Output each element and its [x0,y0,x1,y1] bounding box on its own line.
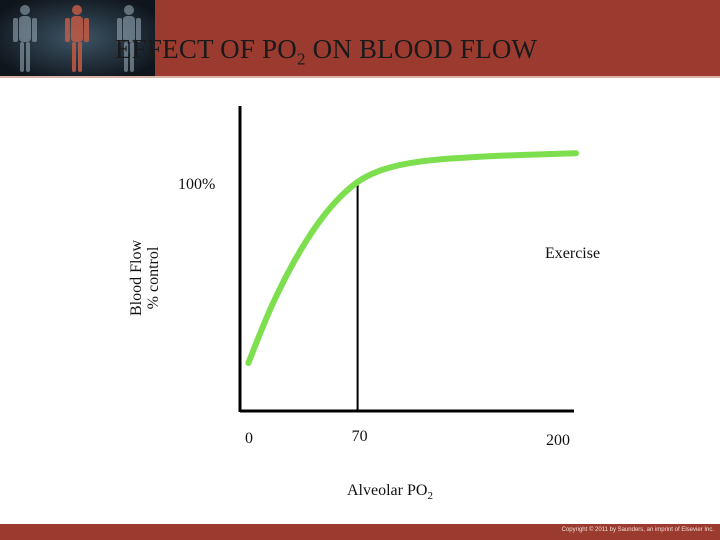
x-axis-label: Alveolar PO2 [347,482,433,503]
exercise-annotation: Exercise [545,244,601,262]
anatomy-figures-image [0,0,155,76]
slide-title: EFFECT OF PO2 ON BLOOD FLOW [115,34,538,69]
y-axis-label: Blood Flow % control [128,240,162,316]
blood-flow-curve [245,150,579,366]
y-tick-label-100: 100% [178,176,216,194]
copyright-notice: Copyright © 2011 by Saunders, an imprint… [561,527,714,533]
header-divider [0,76,720,78]
x-tick-label-0: 0 [245,430,253,447]
slide-footer: Copyright © 2011 by Saunders, an imprint… [0,524,720,540]
y-axis-label-line2: % control [145,246,162,310]
x-tick-label-70: 70 [351,428,368,445]
y-axis-label-line1: Blood Flow [128,239,145,317]
x-tick-label-200: 200 [546,432,570,449]
